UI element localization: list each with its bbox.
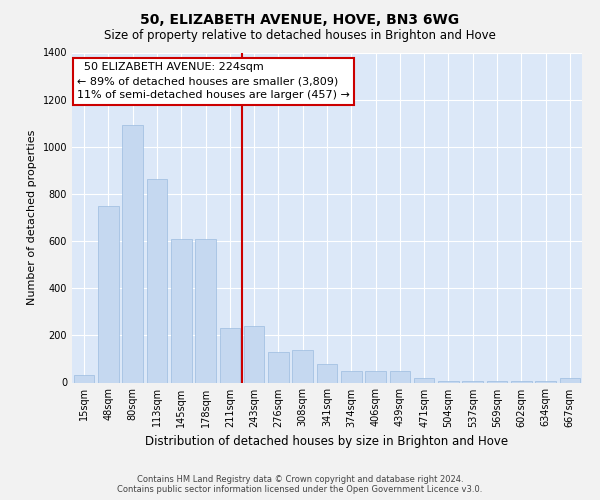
Bar [560, 378, 580, 382]
Y-axis label: Number of detached properties: Number of detached properties [27, 130, 37, 305]
Bar [122, 125, 143, 382]
Text: Size of property relative to detached houses in Brighton and Hove: Size of property relative to detached ho… [104, 29, 496, 42]
Text: 50 ELIZABETH AVENUE: 224sqm  
← 89% of detached houses are smaller (3,809)
11% o: 50 ELIZABETH AVENUE: 224sqm ← 89% of det… [77, 62, 350, 100]
Bar [268, 352, 289, 382]
Bar [171, 238, 191, 382]
Bar [98, 206, 119, 382]
Bar [341, 370, 362, 382]
Bar [220, 328, 240, 382]
X-axis label: Distribution of detached houses by size in Brighton and Hove: Distribution of detached houses by size … [145, 435, 509, 448]
Bar [317, 364, 337, 382]
Bar [438, 381, 459, 382]
Text: 50, ELIZABETH AVENUE, HOVE, BN3 6WG: 50, ELIZABETH AVENUE, HOVE, BN3 6WG [140, 12, 460, 26]
Text: Contains HM Land Registry data © Crown copyright and database right 2024.
Contai: Contains HM Land Registry data © Crown c… [118, 474, 482, 494]
Bar [244, 326, 265, 382]
Bar [292, 350, 313, 382]
Bar [389, 370, 410, 382]
Bar [195, 239, 216, 382]
Bar [414, 378, 434, 382]
Bar [365, 370, 386, 382]
Bar [463, 381, 483, 382]
Bar [74, 376, 94, 382]
Bar [146, 179, 167, 382]
